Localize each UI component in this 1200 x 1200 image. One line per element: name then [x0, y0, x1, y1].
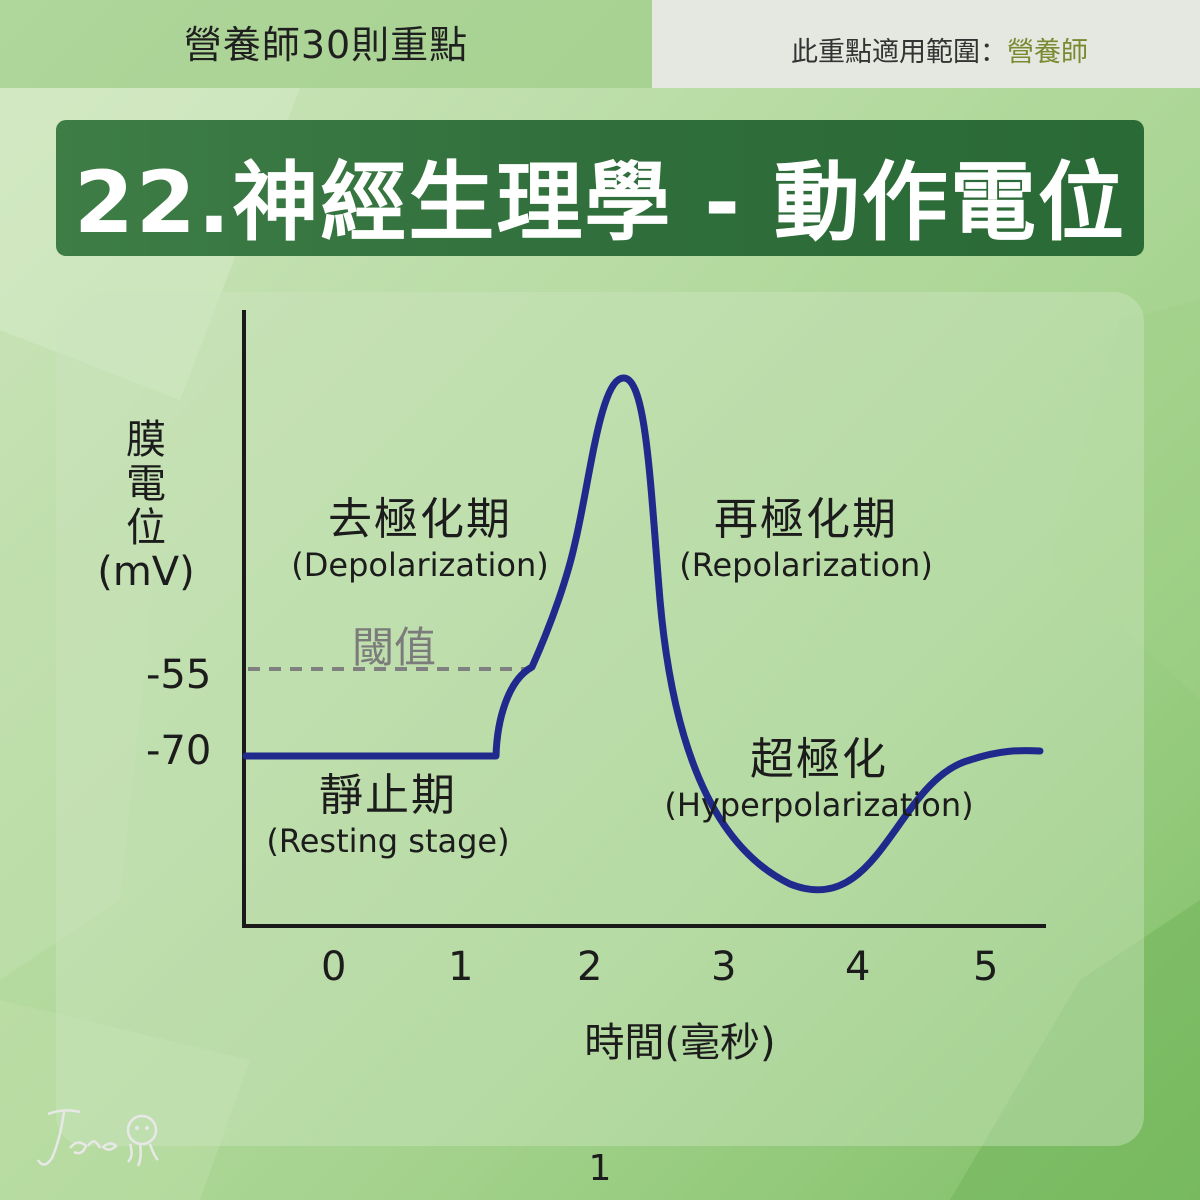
x-tick-label: 1 — [448, 944, 474, 990]
title-banner: 22.神經生理學 - 動作電位 — [56, 120, 1144, 256]
page-number: 1 — [588, 1148, 612, 1189]
scope-note: 此重點適用範圍：營養師 — [791, 30, 1088, 69]
repolarization-phase-zh: 再極化期 — [714, 494, 898, 545]
y-tick-label: -70 — [146, 728, 212, 774]
depolarization-phase-label: 去極化期 (Depolarization) — [272, 494, 568, 584]
hyperpolarization-phase-en: (Hyperpolarization) — [664, 786, 974, 824]
x-tick-label: 4 — [845, 944, 871, 990]
x-axis-label: 時間(毫秒) — [584, 1020, 776, 1066]
resting-phase-label: 靜止期 (Resting stage) — [258, 770, 518, 860]
hyperpolarization-phase-zh: 超極化 — [750, 734, 888, 785]
depolarization-phase-en: (Depolarization) — [291, 546, 549, 584]
y-tick-label: -55 — [146, 652, 212, 698]
threshold-label: 閾值 — [352, 623, 437, 672]
y-axis-label-char-3: 位 — [126, 505, 166, 551]
x-tick-label: 3 — [711, 944, 737, 990]
x-tick-label: 2 — [577, 944, 603, 990]
y-axis-label-char-1: 膜 — [126, 417, 166, 463]
y-axis-label-unit: (mV) — [97, 549, 195, 595]
action-potential-curve — [242, 374, 1044, 894]
page-title: 22.神經生理學 - 動作電位 — [74, 153, 1126, 253]
header-left-band — [0, 0, 652, 88]
y-axis-label: 膜 電 位 (mV) — [78, 418, 214, 594]
header-right-band — [652, 0, 1200, 88]
depolarization-phase-zh: 去極化期 — [328, 494, 512, 545]
repolarization-phase-label: 再極化期 (Repolarization) — [664, 494, 948, 584]
resting-phase-zh: 靜止期 — [319, 770, 457, 821]
scope-label: 此重點適用範圍： — [791, 37, 1007, 68]
repolarization-phase-en: (Repolarization) — [679, 546, 933, 584]
hyperpolarization-phase-label: 超極化 (Hyperpolarization) — [646, 734, 992, 824]
x-tick-label: 0 — [321, 944, 347, 990]
signature-logo — [36, 1109, 159, 1167]
scope-value: 營養師 — [1007, 37, 1088, 68]
resting-phase-en: (Resting stage) — [266, 822, 510, 860]
y-axis-label-char-2: 電 — [126, 461, 166, 507]
x-tick-label: 5 — [973, 944, 999, 990]
series-title: 營養師30則重點 — [183, 23, 469, 67]
